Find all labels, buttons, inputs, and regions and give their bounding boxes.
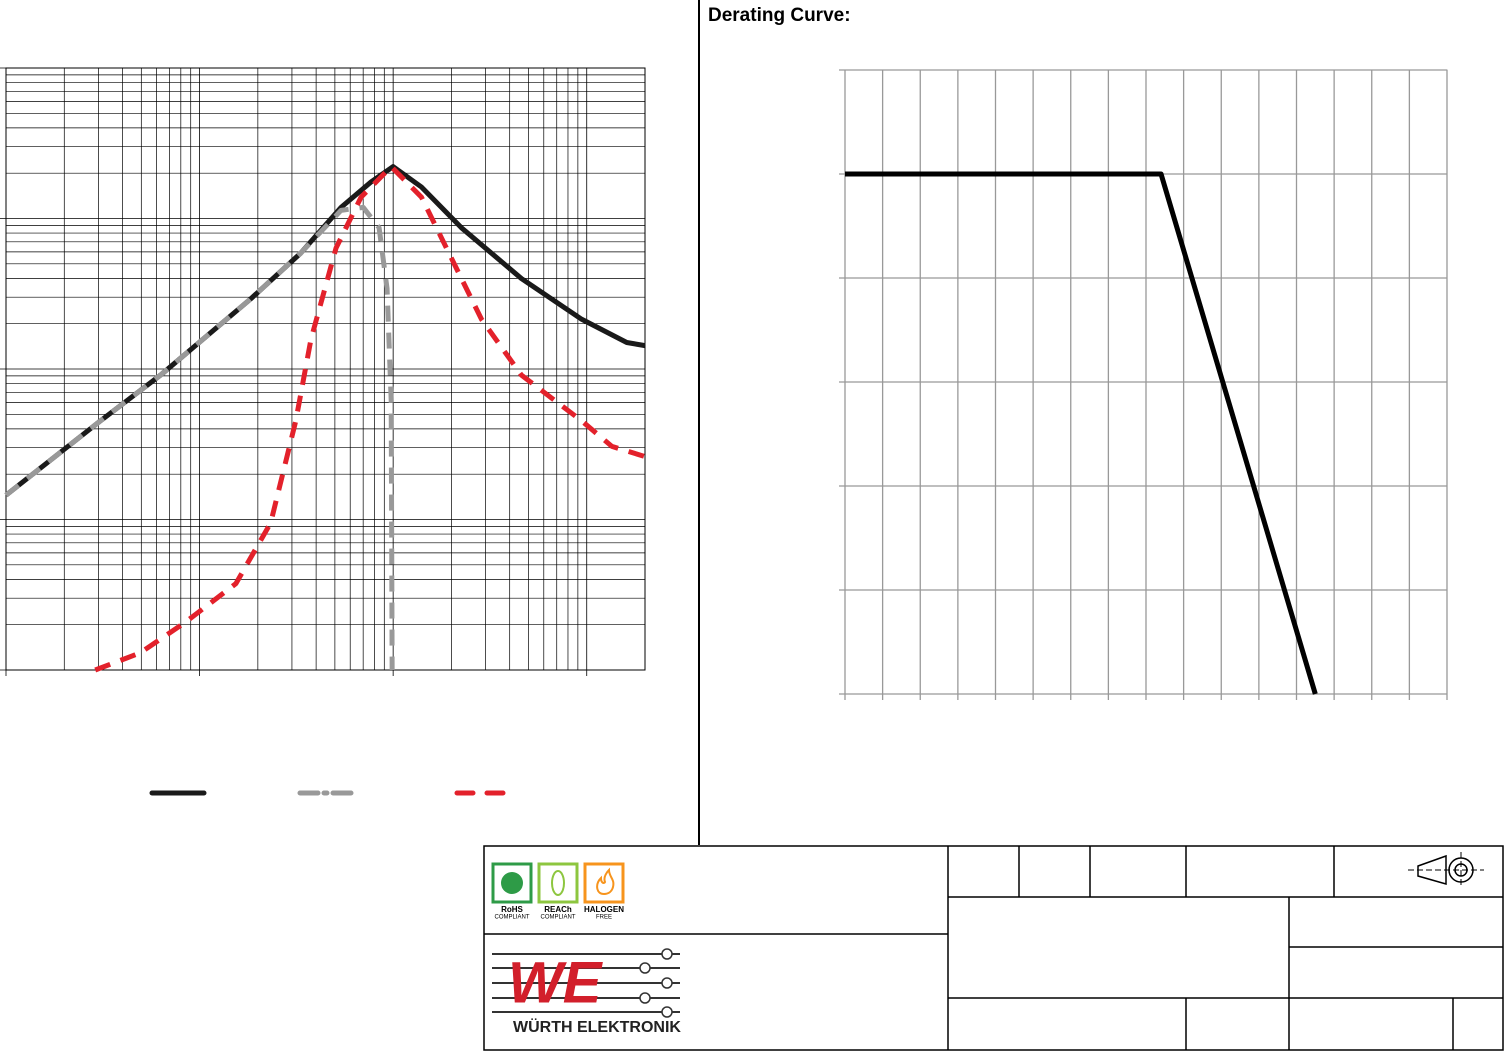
badge-label: RoHS — [501, 905, 523, 914]
svg-text:WE: WE — [508, 950, 604, 1015]
series-line — [4, 204, 395, 671]
series-line — [845, 171, 1318, 695]
series-line — [4, 164, 646, 498]
company-name: WÜRTH ELEKTRONIK — [513, 1017, 681, 1036]
badge-label: COMPLIANT — [540, 915, 575, 921]
badge-label: REACh — [544, 905, 572, 914]
badge-label: HALOGEN — [584, 905, 624, 914]
chart-title: Derating Curve: — [708, 5, 851, 26]
badge-label: FREE — [596, 915, 612, 921]
title-block: WE — [483, 845, 1504, 1051]
plot-frame — [844, 69, 1448, 695]
badge-label: COMPLIANT — [494, 915, 529, 921]
series-line — [94, 164, 646, 673]
plot-frame — [5, 67, 646, 671]
